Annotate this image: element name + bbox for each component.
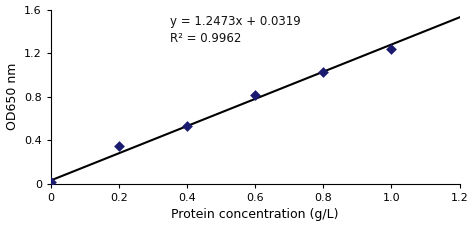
Point: [47, 180, 55, 183]
Text: y = 1.2473x + 0.0319
R² = 0.9962: y = 1.2473x + 0.0319 R² = 0.9962: [170, 15, 301, 45]
X-axis label: Protein concentration (g/L): Protein concentration (g/L): [172, 208, 339, 222]
Point: [319, 70, 327, 74]
Point: [183, 124, 191, 128]
Point: [115, 144, 123, 148]
Y-axis label: OD650 nm: OD650 nm: [6, 63, 18, 130]
Point: [251, 93, 259, 97]
Point: [388, 47, 395, 51]
